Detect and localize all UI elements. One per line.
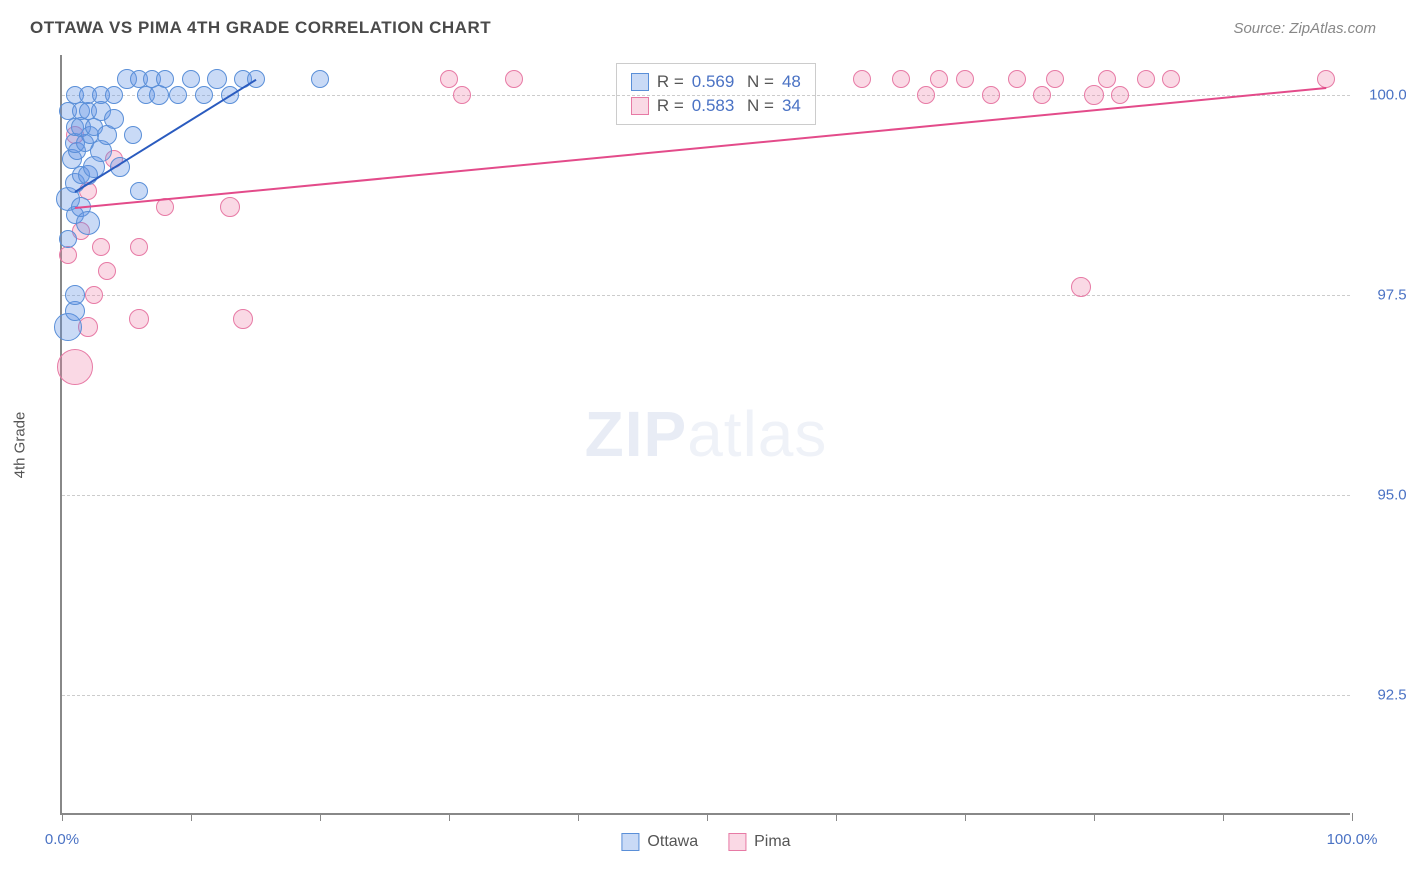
ottawa-swatch-icon (621, 833, 639, 851)
x-tick-label: 0.0% (45, 831, 79, 848)
x-tick (320, 813, 321, 821)
legend-ottawa: Ottawa (621, 833, 698, 851)
ottawa-point (169, 86, 187, 104)
x-tick (191, 813, 192, 821)
ottawa-point (65, 285, 85, 305)
pima-point (130, 238, 148, 256)
ottawa-point (149, 85, 169, 105)
ottawa-point (104, 109, 124, 129)
pima-point (1071, 277, 1091, 297)
pima-point (1137, 70, 1155, 88)
gridline (62, 695, 1350, 696)
pima-point (98, 262, 116, 280)
pima-point (505, 70, 523, 88)
pima-point (85, 286, 103, 304)
x-tick (1352, 813, 1353, 821)
legend: Ottawa Pima (621, 833, 790, 851)
pima-point (233, 309, 253, 329)
pima-point (57, 349, 93, 385)
ottawa-point (195, 86, 213, 104)
pima-point (1317, 70, 1335, 88)
chart-title: OTTAWA VS PIMA 4TH GRADE CORRELATION CHA… (30, 18, 491, 38)
ottawa-point (311, 70, 329, 88)
y-tick-label: 97.5% (1360, 287, 1406, 304)
stats-box: R = 0.569 N = 48 R = 0.583 N = 34 (616, 63, 816, 125)
ottawa-point (76, 211, 100, 235)
watermark: ZIPatlas (585, 397, 828, 471)
pima-point (453, 86, 471, 104)
y-tick-label: 92.5% (1360, 687, 1406, 704)
source-credit: Source: ZipAtlas.com (1233, 20, 1376, 37)
gridline (62, 95, 1350, 96)
pima-point (92, 238, 110, 256)
pima-point (853, 70, 871, 88)
x-tick-label: 100.0% (1327, 831, 1378, 848)
gridline (62, 495, 1350, 496)
pima-point (220, 197, 240, 217)
y-axis-label: 4th Grade (12, 412, 29, 479)
ottawa-point (182, 70, 200, 88)
pima-point (440, 70, 458, 88)
pima-point (917, 86, 935, 104)
x-tick (1094, 813, 1095, 821)
pima-point (1033, 86, 1051, 104)
stats-row-ottawa: R = 0.569 N = 48 (631, 70, 801, 94)
x-tick (578, 813, 579, 821)
gridline (62, 295, 1350, 296)
pima-point (59, 246, 77, 264)
plot-area: ZIPatlas R = 0.569 N = 48 R = 0.583 N = … (60, 55, 1350, 815)
pima-point (1162, 70, 1180, 88)
y-tick-label: 100.0% (1360, 87, 1406, 104)
x-tick (62, 813, 63, 821)
x-tick (836, 813, 837, 821)
x-tick (449, 813, 450, 821)
ottawa-point (59, 230, 77, 248)
pima-point (1111, 86, 1129, 104)
pima-point (1046, 70, 1064, 88)
ottawa-point (207, 69, 227, 89)
x-tick (1223, 813, 1224, 821)
ottawa-point (105, 86, 123, 104)
ottawa-swatch (631, 73, 649, 91)
x-tick (965, 813, 966, 821)
pima-swatch-icon (728, 833, 746, 851)
ottawa-point (130, 182, 148, 200)
stats-row-pima: R = 0.583 N = 34 (631, 94, 801, 118)
x-tick (707, 813, 708, 821)
pima-point (956, 70, 974, 88)
pima-point (1008, 70, 1026, 88)
ottawa-point (124, 126, 142, 144)
y-tick-label: 95.0% (1360, 487, 1406, 504)
pima-point (129, 309, 149, 329)
chart-container: 4th Grade ZIPatlas R = 0.569 N = 48 R = … (50, 55, 1380, 835)
pima-point (982, 86, 1000, 104)
pima-point (1084, 85, 1104, 105)
legend-pima: Pima (728, 833, 790, 851)
pima-point (1098, 70, 1116, 88)
pima-point (892, 70, 910, 88)
pima-swatch (631, 97, 649, 115)
pima-point (930, 70, 948, 88)
ottawa-point (156, 70, 174, 88)
